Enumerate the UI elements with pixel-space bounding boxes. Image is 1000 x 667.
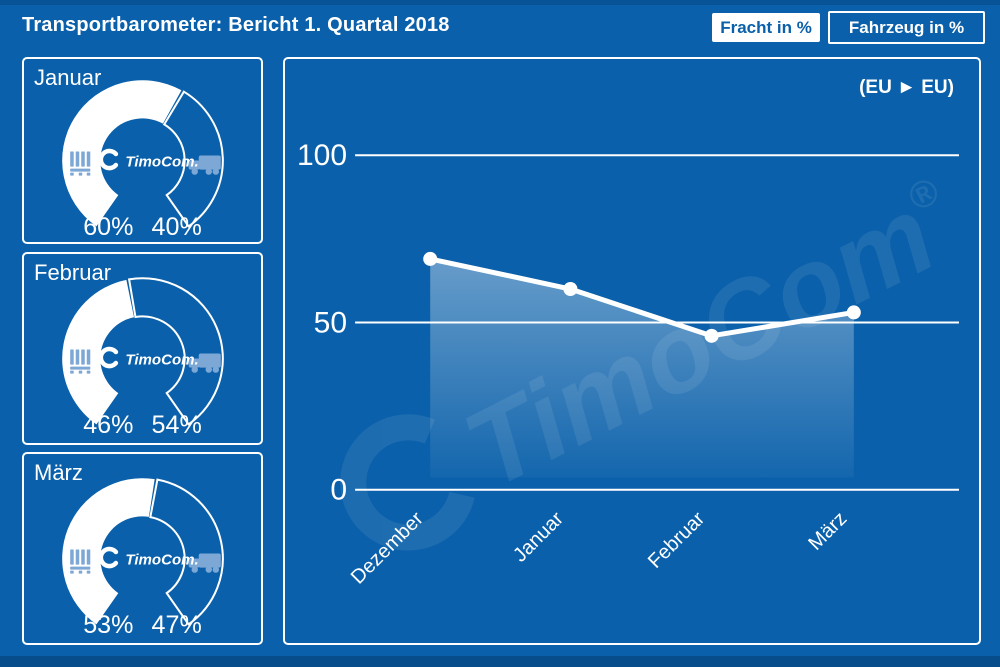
x-axis-tick-label: Februar bbox=[644, 507, 709, 572]
x-axis-tick-label: Januar bbox=[509, 507, 568, 566]
area-fill bbox=[430, 258, 854, 478]
x-axis-tick-label: März bbox=[804, 508, 851, 555]
y-axis-tick-label: 100 bbox=[297, 139, 347, 172]
gauge-panel-maerz: März TimoCom. 53% 47% bbox=[22, 452, 263, 645]
gauge-arc-fracht bbox=[62, 279, 135, 425]
gauge-month-label: Januar bbox=[34, 65, 102, 90]
line-chart: TimoCom®050100DezemberJanuarFebruarMärz(… bbox=[297, 77, 978, 588]
timocom-logo: TimoCom. bbox=[98, 546, 199, 569]
donut-gauge: TimoCom. 60% 40% bbox=[62, 80, 224, 241]
gauge-month-label: März bbox=[34, 460, 83, 485]
pallet-boxes-icon bbox=[70, 549, 91, 574]
y-axis-tick-label: 0 bbox=[330, 474, 347, 507]
fahrzeug-percentage: 54% bbox=[152, 411, 202, 439]
timocom-swoosh-icon bbox=[98, 346, 119, 369]
gauge-panel-januar: Januar TimoCom. 60% 40% bbox=[22, 57, 263, 244]
gauge-month-label: Februar bbox=[34, 260, 112, 285]
chart-route-title: (EU ► EU) bbox=[859, 77, 954, 98]
gauge-arc-fahrzeug bbox=[162, 90, 224, 228]
pallet-boxes-icon bbox=[70, 151, 91, 176]
data-point bbox=[423, 251, 438, 266]
gauge-arc-fracht bbox=[62, 80, 182, 227]
fracht-toggle-button[interactable]: Fracht in % bbox=[712, 13, 820, 42]
fracht-percentage: 60% bbox=[83, 213, 133, 241]
gauge-arc-fahrzeug bbox=[149, 478, 224, 626]
fracht-percentage: 46% bbox=[83, 411, 133, 439]
fahrzeug-percentage: 47% bbox=[152, 611, 202, 639]
top-edge-band bbox=[0, 0, 1000, 5]
timocom-logo: TimoCom. bbox=[98, 148, 199, 171]
timocom-logo-text: TimoCom. bbox=[125, 352, 198, 369]
timocom-logo-text: TimoCom. bbox=[125, 552, 198, 569]
bottom-edge-band bbox=[0, 656, 1000, 667]
timocom-logo: TimoCom. bbox=[98, 346, 199, 369]
fahrzeug-percentage: 40% bbox=[152, 213, 202, 241]
pallet-boxes-icon bbox=[70, 349, 91, 374]
timocom-logo-text: TimoCom. bbox=[125, 154, 198, 171]
donut-gauge: TimoCom. 53% 47% bbox=[62, 478, 224, 639]
data-point bbox=[846, 305, 861, 320]
timocom-swoosh-icon bbox=[340, 414, 475, 551]
donut-gauge: TimoCom. 46% 54% bbox=[62, 277, 224, 439]
truck-icon bbox=[188, 553, 221, 573]
gauge-arc-fracht bbox=[62, 478, 155, 625]
page-title: Transportbarometer: Bericht 1. Quartal 2… bbox=[22, 14, 450, 36]
data-point bbox=[704, 328, 719, 343]
y-axis-tick-label: 50 bbox=[314, 306, 347, 339]
gauge-panel-februar: Februar TimoCom. 46% 54% bbox=[22, 252, 263, 445]
timocom-swoosh-icon bbox=[98, 148, 119, 171]
truck-icon bbox=[188, 353, 221, 373]
fahrzeug-toggle-button[interactable]: Fahrzeug in % bbox=[828, 11, 985, 44]
line-series bbox=[427, 256, 857, 339]
gauge-arc-fahrzeug bbox=[127, 277, 224, 426]
line-chart-panel: TimoCom®050100DezemberJanuarFebruarMärz(… bbox=[283, 57, 981, 645]
fracht-percentage: 53% bbox=[83, 611, 133, 639]
timocom-swoosh-icon bbox=[98, 546, 119, 569]
data-point bbox=[563, 282, 578, 297]
truck-icon bbox=[188, 155, 221, 175]
